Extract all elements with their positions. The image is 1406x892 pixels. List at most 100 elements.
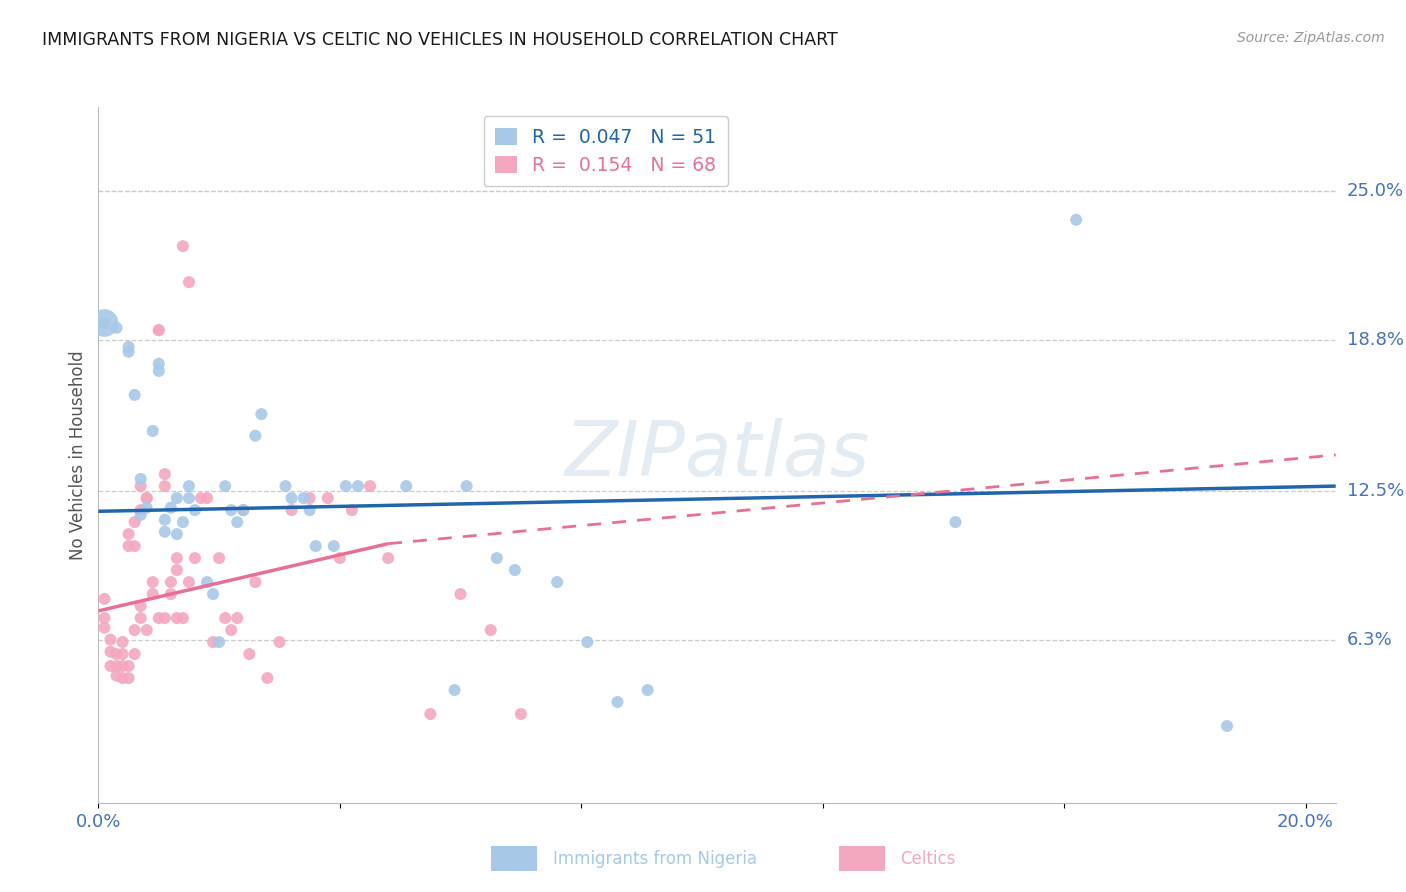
Point	[117, 340, 139, 354]
Point	[177, 575, 200, 590]
Point	[105, 647, 128, 661]
Point	[177, 479, 200, 493]
Point	[166, 563, 188, 577]
Point	[298, 503, 321, 517]
Point	[1064, 212, 1087, 227]
Point	[100, 645, 122, 659]
Point	[377, 551, 399, 566]
Point	[129, 472, 152, 486]
Point	[129, 508, 152, 522]
Legend: R =  0.047   N = 51, R =  0.154   N = 68: R = 0.047 N = 51, R = 0.154 N = 68	[484, 117, 728, 186]
Point	[93, 621, 115, 635]
Point	[214, 479, 236, 493]
Point	[576, 635, 599, 649]
Point	[479, 623, 502, 637]
Point	[111, 671, 134, 685]
Point	[1216, 719, 1239, 733]
Point	[148, 364, 170, 378]
Point	[142, 575, 165, 590]
Point	[129, 503, 152, 517]
Point	[329, 551, 352, 566]
Point	[184, 503, 207, 517]
Point	[450, 587, 472, 601]
Point	[148, 357, 170, 371]
Point	[184, 551, 207, 566]
Point	[135, 623, 157, 637]
Point	[111, 659, 134, 673]
Point	[117, 527, 139, 541]
Point	[177, 275, 200, 289]
Point	[166, 611, 188, 625]
Point	[292, 491, 315, 505]
Point	[208, 635, 231, 649]
Point	[322, 539, 344, 553]
Text: IMMIGRANTS FROM NIGERIA VS CELTIC NO VEHICLES IN HOUSEHOLD CORRELATION CHART: IMMIGRANTS FROM NIGERIA VS CELTIC NO VEH…	[42, 31, 838, 49]
Point	[245, 575, 267, 590]
Point	[606, 695, 628, 709]
Point	[124, 515, 146, 529]
Point	[148, 323, 170, 337]
Point	[124, 647, 146, 661]
Point	[129, 599, 152, 613]
Point	[153, 513, 176, 527]
Point	[172, 611, 194, 625]
Point	[195, 491, 218, 505]
Point	[117, 344, 139, 359]
Point	[316, 491, 339, 505]
Point	[245, 428, 267, 442]
Point	[142, 587, 165, 601]
FancyBboxPatch shape	[838, 847, 886, 871]
Point	[153, 479, 176, 493]
Point	[274, 479, 297, 493]
Point	[177, 491, 200, 505]
Point	[100, 632, 122, 647]
Point	[190, 491, 212, 505]
Point	[153, 467, 176, 482]
Point	[129, 479, 152, 493]
Text: 18.8%: 18.8%	[1347, 331, 1403, 349]
Point	[280, 503, 302, 517]
Point	[298, 491, 321, 505]
Point	[195, 575, 218, 590]
Point	[105, 668, 128, 682]
Point	[105, 659, 128, 673]
Point	[232, 503, 254, 517]
Point	[305, 539, 328, 553]
Point	[111, 647, 134, 661]
Point	[142, 424, 165, 438]
Text: Celtics: Celtics	[900, 849, 956, 868]
Point	[456, 479, 478, 493]
Point	[232, 503, 254, 517]
Text: Immigrants from Nigeria: Immigrants from Nigeria	[553, 849, 756, 868]
Point	[135, 500, 157, 515]
Point	[172, 515, 194, 529]
Text: ZIPatlas: ZIPatlas	[564, 418, 870, 491]
Point	[219, 623, 242, 637]
Point	[135, 491, 157, 505]
Point	[93, 611, 115, 625]
Point	[166, 491, 188, 505]
Text: 6.3%: 6.3%	[1347, 631, 1392, 648]
Text: Source: ZipAtlas.com: Source: ZipAtlas.com	[1237, 31, 1385, 45]
Point	[546, 575, 568, 590]
Point	[226, 611, 249, 625]
Point	[208, 551, 231, 566]
Text: 25.0%: 25.0%	[1347, 182, 1405, 200]
Point	[202, 587, 225, 601]
Point	[945, 515, 967, 529]
Point	[503, 563, 526, 577]
Point	[148, 323, 170, 337]
Point	[105, 320, 128, 334]
Point	[153, 524, 176, 539]
Point	[124, 388, 146, 402]
Point	[219, 503, 242, 517]
Point	[347, 479, 370, 493]
Point	[153, 611, 176, 625]
Point	[485, 551, 508, 566]
Point	[93, 591, 115, 606]
Point	[124, 539, 146, 553]
Point	[280, 491, 302, 505]
FancyBboxPatch shape	[491, 847, 537, 871]
Point	[226, 515, 249, 529]
Point	[250, 407, 273, 421]
